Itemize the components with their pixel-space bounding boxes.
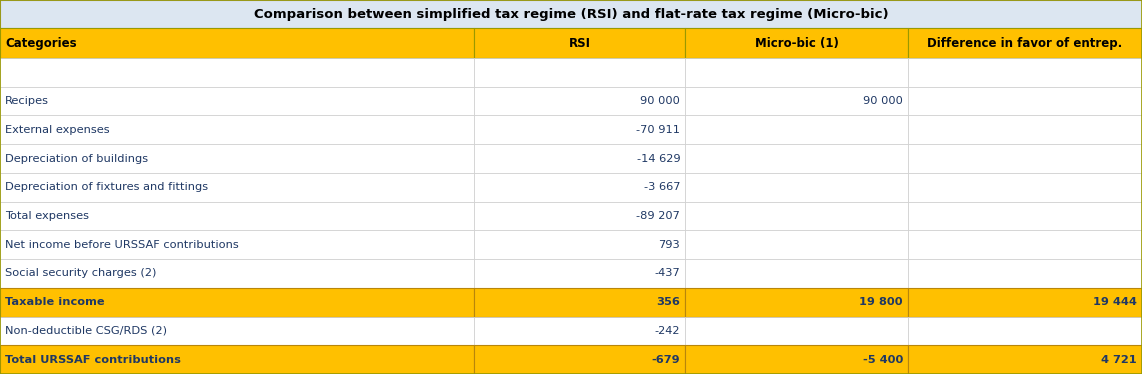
Bar bbox=[685, 116, 908, 144]
Bar bbox=[908, 345, 1142, 374]
Bar bbox=[908, 202, 1142, 230]
Bar bbox=[685, 316, 908, 345]
Bar bbox=[474, 116, 685, 144]
Bar bbox=[474, 173, 685, 202]
Bar bbox=[0, 87, 474, 116]
Text: Non-deductible CSG/RDS (2): Non-deductible CSG/RDS (2) bbox=[5, 326, 167, 336]
Text: Net income before URSSAF contributions: Net income before URSSAF contributions bbox=[5, 240, 239, 250]
Text: 19 800: 19 800 bbox=[859, 297, 903, 307]
Bar bbox=[908, 144, 1142, 173]
Text: -242: -242 bbox=[654, 326, 681, 336]
Text: Depreciation of fixtures and fittings: Depreciation of fixtures and fittings bbox=[5, 182, 208, 192]
Bar bbox=[0, 202, 474, 230]
Bar bbox=[474, 144, 685, 173]
Bar bbox=[474, 202, 685, 230]
Bar bbox=[685, 288, 908, 316]
Text: -89 207: -89 207 bbox=[636, 211, 681, 221]
Bar bbox=[0, 58, 474, 87]
Text: RSI: RSI bbox=[569, 37, 590, 49]
Bar bbox=[474, 230, 685, 259]
Bar bbox=[685, 173, 908, 202]
Bar bbox=[0, 316, 474, 345]
Text: Total URSSAF contributions: Total URSSAF contributions bbox=[5, 355, 180, 365]
Text: Comparison between simplified tax regime (RSI) and flat-rate tax regime (Micro-b: Comparison between simplified tax regime… bbox=[254, 7, 888, 21]
Text: Difference in favor of entrep.: Difference in favor of entrep. bbox=[927, 37, 1123, 49]
Text: Recipes: Recipes bbox=[5, 96, 49, 106]
Bar bbox=[0, 28, 474, 58]
Bar bbox=[908, 87, 1142, 116]
Bar bbox=[685, 202, 908, 230]
Bar bbox=[474, 28, 685, 58]
Text: Social security charges (2): Social security charges (2) bbox=[5, 269, 156, 279]
Bar bbox=[0, 144, 474, 173]
Bar bbox=[0, 0, 1142, 28]
Bar bbox=[0, 288, 474, 316]
Text: Micro-bic (1): Micro-bic (1) bbox=[755, 37, 838, 49]
Bar bbox=[0, 259, 474, 288]
Text: -70 911: -70 911 bbox=[636, 125, 681, 135]
Bar bbox=[908, 230, 1142, 259]
Bar bbox=[908, 58, 1142, 87]
Bar bbox=[474, 58, 685, 87]
Bar bbox=[908, 116, 1142, 144]
Bar bbox=[685, 144, 908, 173]
Text: Depreciation of buildings: Depreciation of buildings bbox=[5, 154, 148, 163]
Text: 19 444: 19 444 bbox=[1093, 297, 1137, 307]
Text: 356: 356 bbox=[657, 297, 681, 307]
Bar bbox=[685, 230, 908, 259]
Bar bbox=[908, 28, 1142, 58]
Bar bbox=[908, 259, 1142, 288]
Bar bbox=[474, 259, 685, 288]
Bar bbox=[474, 345, 685, 374]
Bar bbox=[685, 28, 908, 58]
Bar bbox=[908, 288, 1142, 316]
Bar bbox=[474, 316, 685, 345]
Text: 4 721: 4 721 bbox=[1101, 355, 1137, 365]
Text: -3 667: -3 667 bbox=[644, 182, 681, 192]
Bar bbox=[0, 345, 474, 374]
Bar bbox=[685, 87, 908, 116]
Text: Taxable income: Taxable income bbox=[5, 297, 105, 307]
Text: Total expenses: Total expenses bbox=[5, 211, 89, 221]
Bar bbox=[685, 259, 908, 288]
Text: External expenses: External expenses bbox=[5, 125, 110, 135]
Text: -437: -437 bbox=[654, 269, 681, 279]
Text: -679: -679 bbox=[652, 355, 681, 365]
Bar bbox=[908, 173, 1142, 202]
Text: Categories: Categories bbox=[5, 37, 77, 49]
Bar bbox=[474, 288, 685, 316]
Bar bbox=[474, 87, 685, 116]
Text: 90 000: 90 000 bbox=[863, 96, 903, 106]
Text: 793: 793 bbox=[659, 240, 681, 250]
Text: -14 629: -14 629 bbox=[636, 154, 681, 163]
Bar bbox=[908, 316, 1142, 345]
Bar bbox=[685, 345, 908, 374]
Text: -5 400: -5 400 bbox=[862, 355, 903, 365]
Bar bbox=[685, 58, 908, 87]
Bar bbox=[0, 230, 474, 259]
Bar bbox=[0, 173, 474, 202]
Text: 90 000: 90 000 bbox=[641, 96, 681, 106]
Bar bbox=[0, 116, 474, 144]
